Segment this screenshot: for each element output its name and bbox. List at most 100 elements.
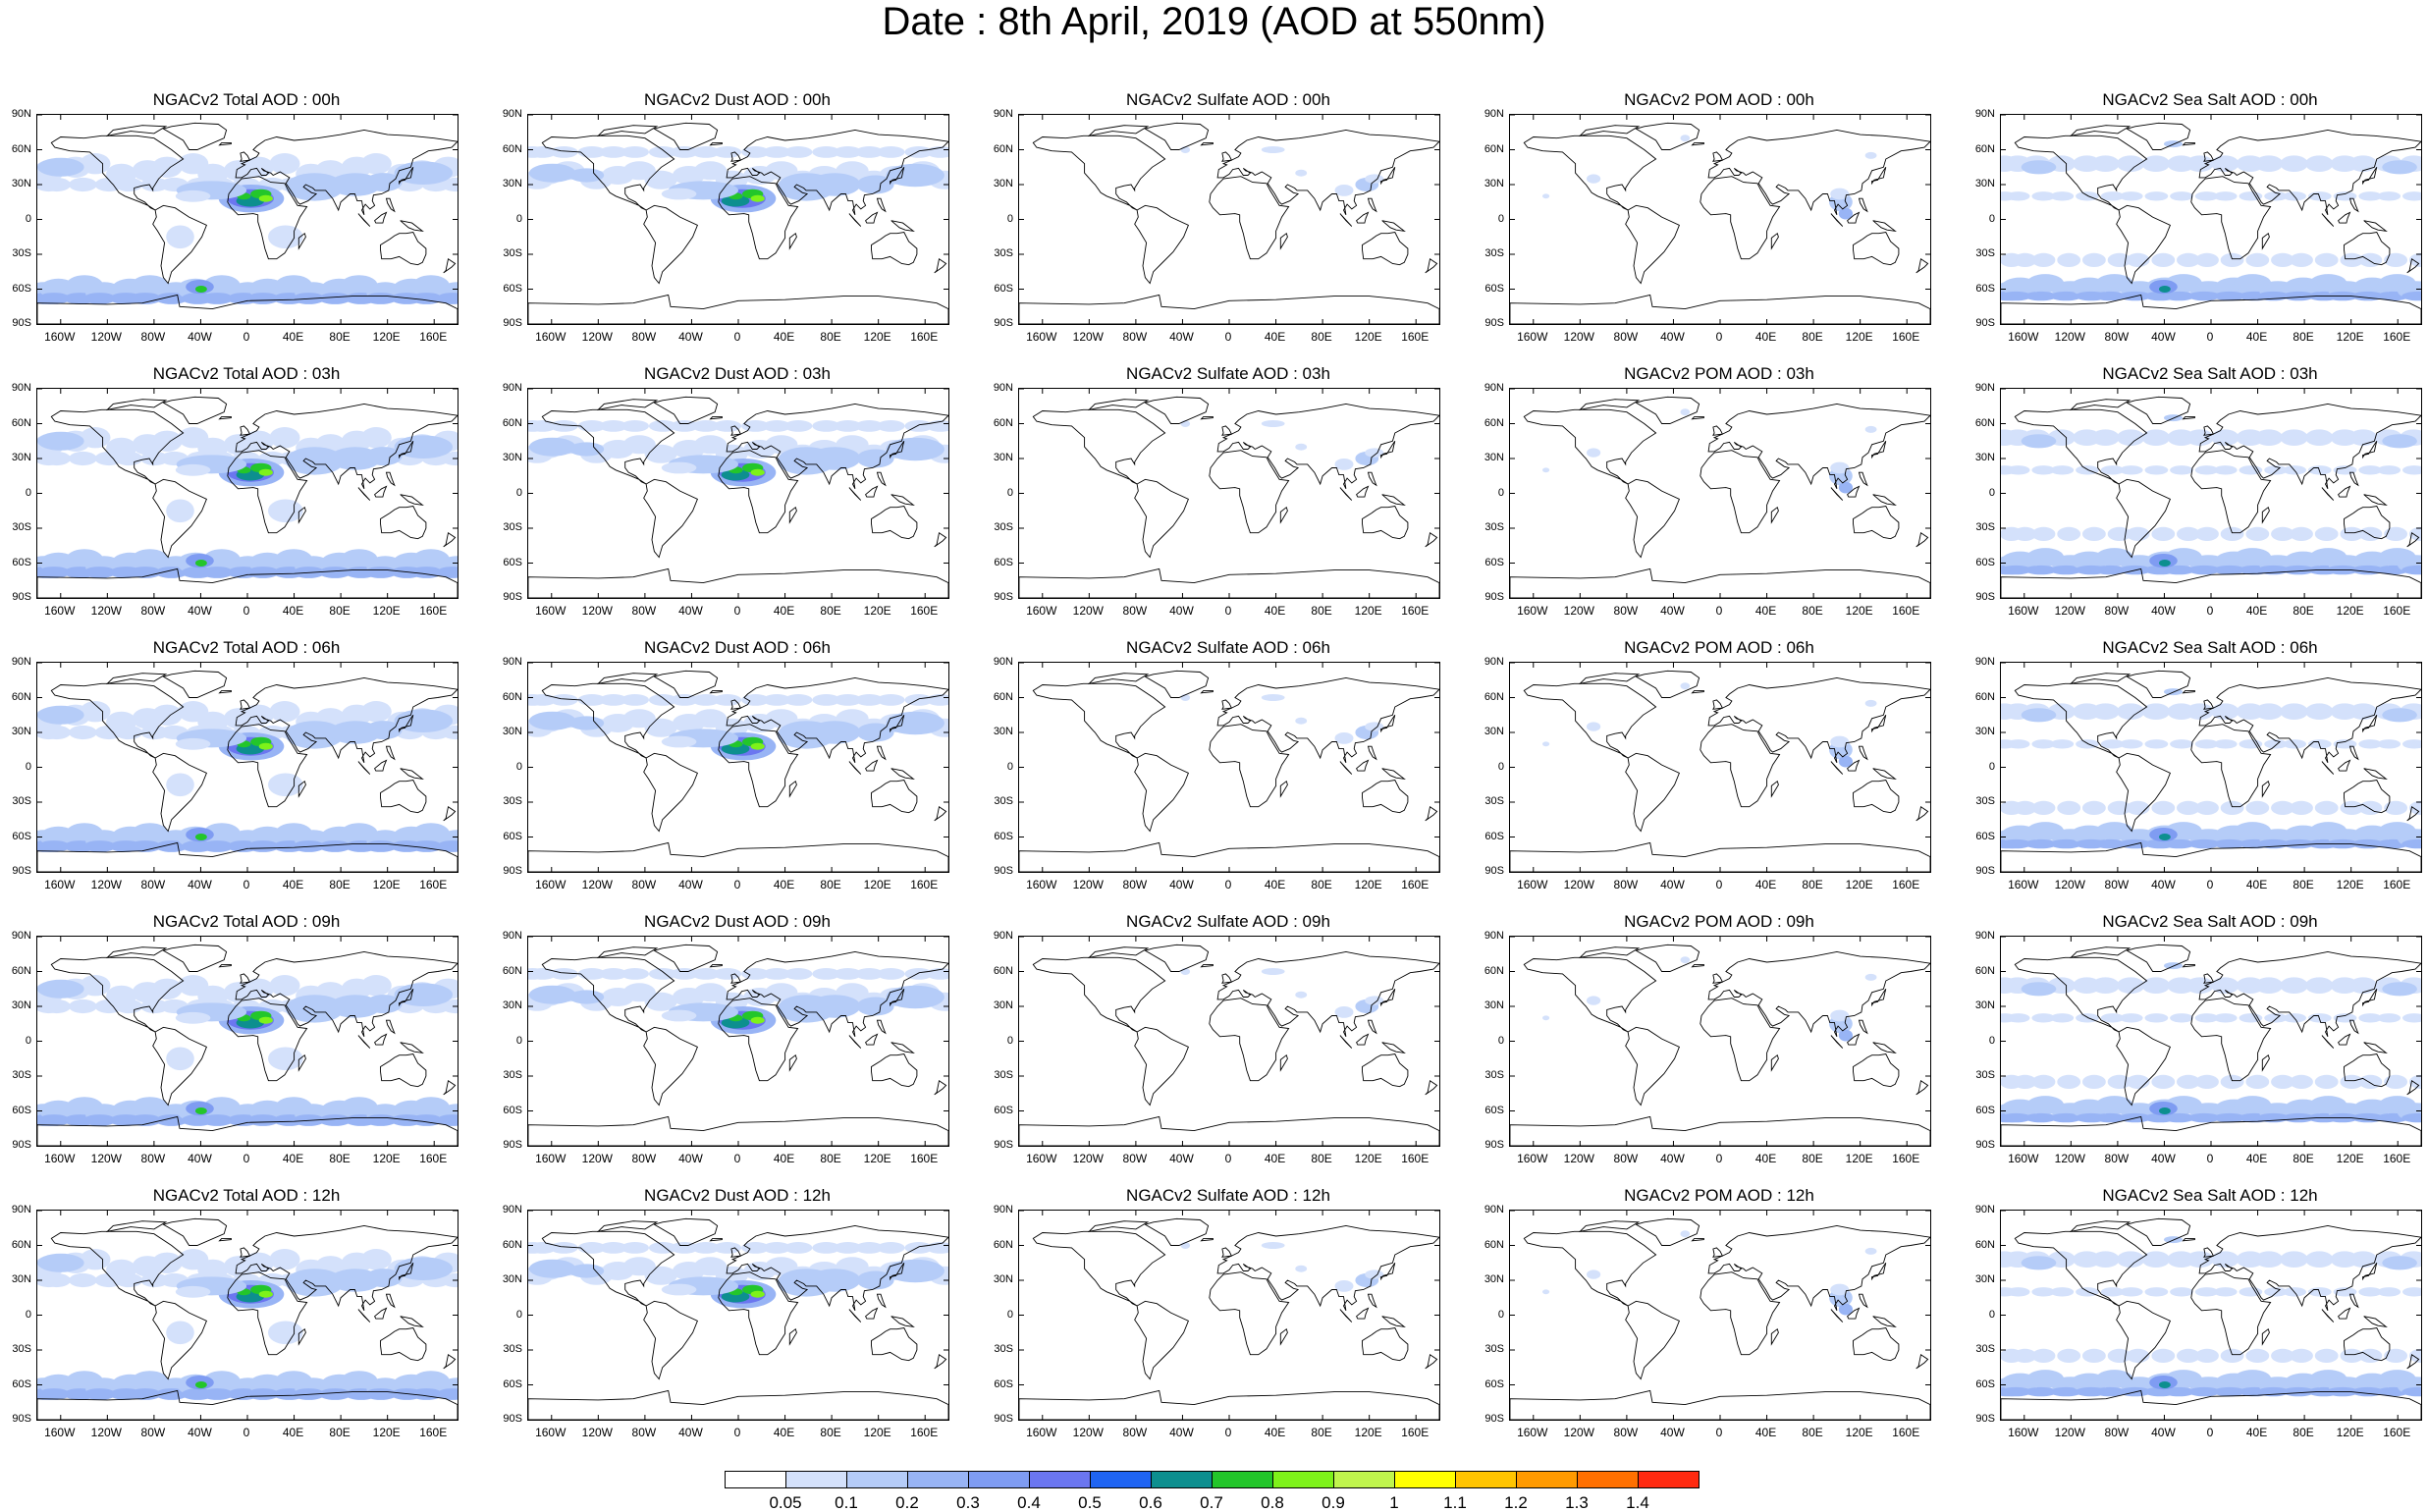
aod-blob (2187, 1112, 2221, 1123)
map-frame (1018, 388, 1440, 599)
coastline (1209, 176, 1290, 260)
map-panel: NGACv2 Sulfate AOD : 09h 90N 60N 30N 0 30S 60S… (982, 912, 1443, 1170)
aod-blob (2050, 739, 2075, 749)
lon-tick-label: 40E (1754, 1152, 1777, 1165)
coastline (1216, 676, 1439, 764)
aod-blob (2377, 465, 2401, 475)
lat-tick-label: 0 (1006, 212, 1013, 225)
aod-blob (2031, 1013, 2056, 1023)
coastline (871, 506, 918, 540)
aod-blob (620, 146, 649, 158)
aod-blob (2377, 1013, 2401, 1023)
aod-blob (2358, 1348, 2383, 1363)
lat-tick-label: 60S (503, 1104, 522, 1116)
colorbar-label: 0.05 (769, 1493, 802, 1512)
aod-blob (2384, 1348, 2407, 1363)
lon-tick-label: 80W (1122, 1426, 1148, 1439)
colorbar-label: 0.5 (1078, 1493, 1102, 1512)
coastline (1770, 780, 1779, 798)
aod-map (37, 663, 458, 872)
aod-blob (2239, 739, 2263, 749)
coastline (2182, 415, 2195, 420)
coastline (357, 1035, 371, 1049)
aod-blob (151, 978, 183, 999)
aod-blob (2119, 191, 2143, 201)
aod-blob (1334, 185, 1354, 196)
map-panel: NGACv2 POM AOD : 12h 90N 60N 30N 0 30S 60S 90S 1… (1473, 1186, 1934, 1444)
aod-blob (2280, 1251, 2308, 1268)
aod-blob (155, 567, 189, 578)
lat-tick-label: 90N (502, 382, 522, 394)
coastline (1221, 425, 1233, 436)
coastline (357, 761, 371, 775)
aod-blob (2076, 739, 2099, 749)
coastline (374, 1033, 388, 1046)
lat-tick-label: 60S (12, 282, 31, 295)
aod-blob (318, 1388, 351, 1400)
aod-blob (360, 1249, 392, 1270)
coastline (528, 567, 948, 598)
aod-blob (441, 177, 458, 192)
map-panel: NGACv2 Total AOD : 03h 90N 60N 30N 0 30S 60S 90… (0, 364, 461, 622)
aod-blob (2100, 739, 2125, 749)
coastline (385, 197, 396, 213)
coastline (1770, 506, 1779, 524)
lon-tick-label: 40W (678, 1426, 703, 1439)
aod-blob (2082, 800, 2106, 815)
coastline (2014, 408, 2148, 485)
lon-tick-label: 0 (733, 878, 741, 891)
lat-tick-label: 60N (993, 690, 1013, 703)
coastline (1915, 1079, 1929, 1096)
coastline (1380, 989, 1396, 1007)
lon-tick-label: 80W (2104, 1426, 2130, 1439)
coastline (240, 425, 251, 436)
lon-tick-label: 80W (140, 604, 166, 618)
lat-tick-label: 30S (1484, 1343, 1504, 1355)
lon-tick-label: 0 (2206, 604, 2214, 618)
coastline (1712, 1247, 1724, 1258)
lat-tick-label: 30S (12, 795, 31, 807)
map-panel: NGACv2 Sea Salt AOD : 06h 90N 60N 30N 0 30S 60… (1964, 638, 2425, 896)
aod-blob (2031, 1074, 2056, 1089)
lon-tick-label: 120E (1845, 878, 1873, 891)
lon-tick-label: 160E (2383, 1426, 2411, 1439)
aod-blob (2091, 1251, 2120, 1268)
lon-tick-label: 120W (581, 1152, 613, 1165)
lat-tick-label: 0 (1497, 1308, 1504, 1321)
lon-tick-label: 120W (1563, 878, 1594, 891)
coastline (399, 715, 414, 733)
coastline (788, 232, 797, 250)
aod-blob (2031, 252, 2056, 267)
aod-blob (1864, 425, 1877, 433)
lon-tick-label: 120E (372, 1426, 401, 1439)
lat-tick-label: 90S (994, 865, 1013, 877)
lat-tick-label: 60S (12, 556, 31, 568)
aod-blob (2213, 1112, 2246, 1123)
lat-tick-label: 30S (1975, 1069, 1995, 1081)
aod-blob (2305, 155, 2334, 172)
aod-blob (1587, 722, 1601, 731)
lat-tick-label: 30N (11, 726, 31, 737)
coastline (1712, 425, 1724, 436)
coastline (1362, 232, 1409, 266)
colorbar-label: 0.8 (1261, 1493, 1284, 1512)
lon-tick-label: 40W (2151, 330, 2176, 344)
aod-blob (246, 1388, 280, 1400)
aod-blob (2144, 1013, 2169, 1023)
aod-blob (243, 978, 274, 999)
colorbar-label: 0.7 (1200, 1493, 1223, 1512)
aod-blob (360, 701, 392, 723)
lat-tick-label: 30N (502, 726, 522, 737)
aod-blob (258, 468, 273, 476)
aod-blob (809, 1269, 861, 1292)
aod-blob (80, 153, 111, 175)
coastline (443, 257, 457, 274)
lon-tick-label: 160W (1517, 878, 1548, 891)
aod-blob (661, 1009, 697, 1022)
coastline (2203, 425, 2215, 436)
lon-tick-label: 160W (2008, 1426, 2039, 1439)
lon-tick-label: 80W (1122, 330, 1148, 344)
lat-tick-label: 60N (993, 964, 1013, 977)
coastline (1032, 956, 1166, 1033)
colorbar-label: 0.6 (1139, 1493, 1162, 1512)
